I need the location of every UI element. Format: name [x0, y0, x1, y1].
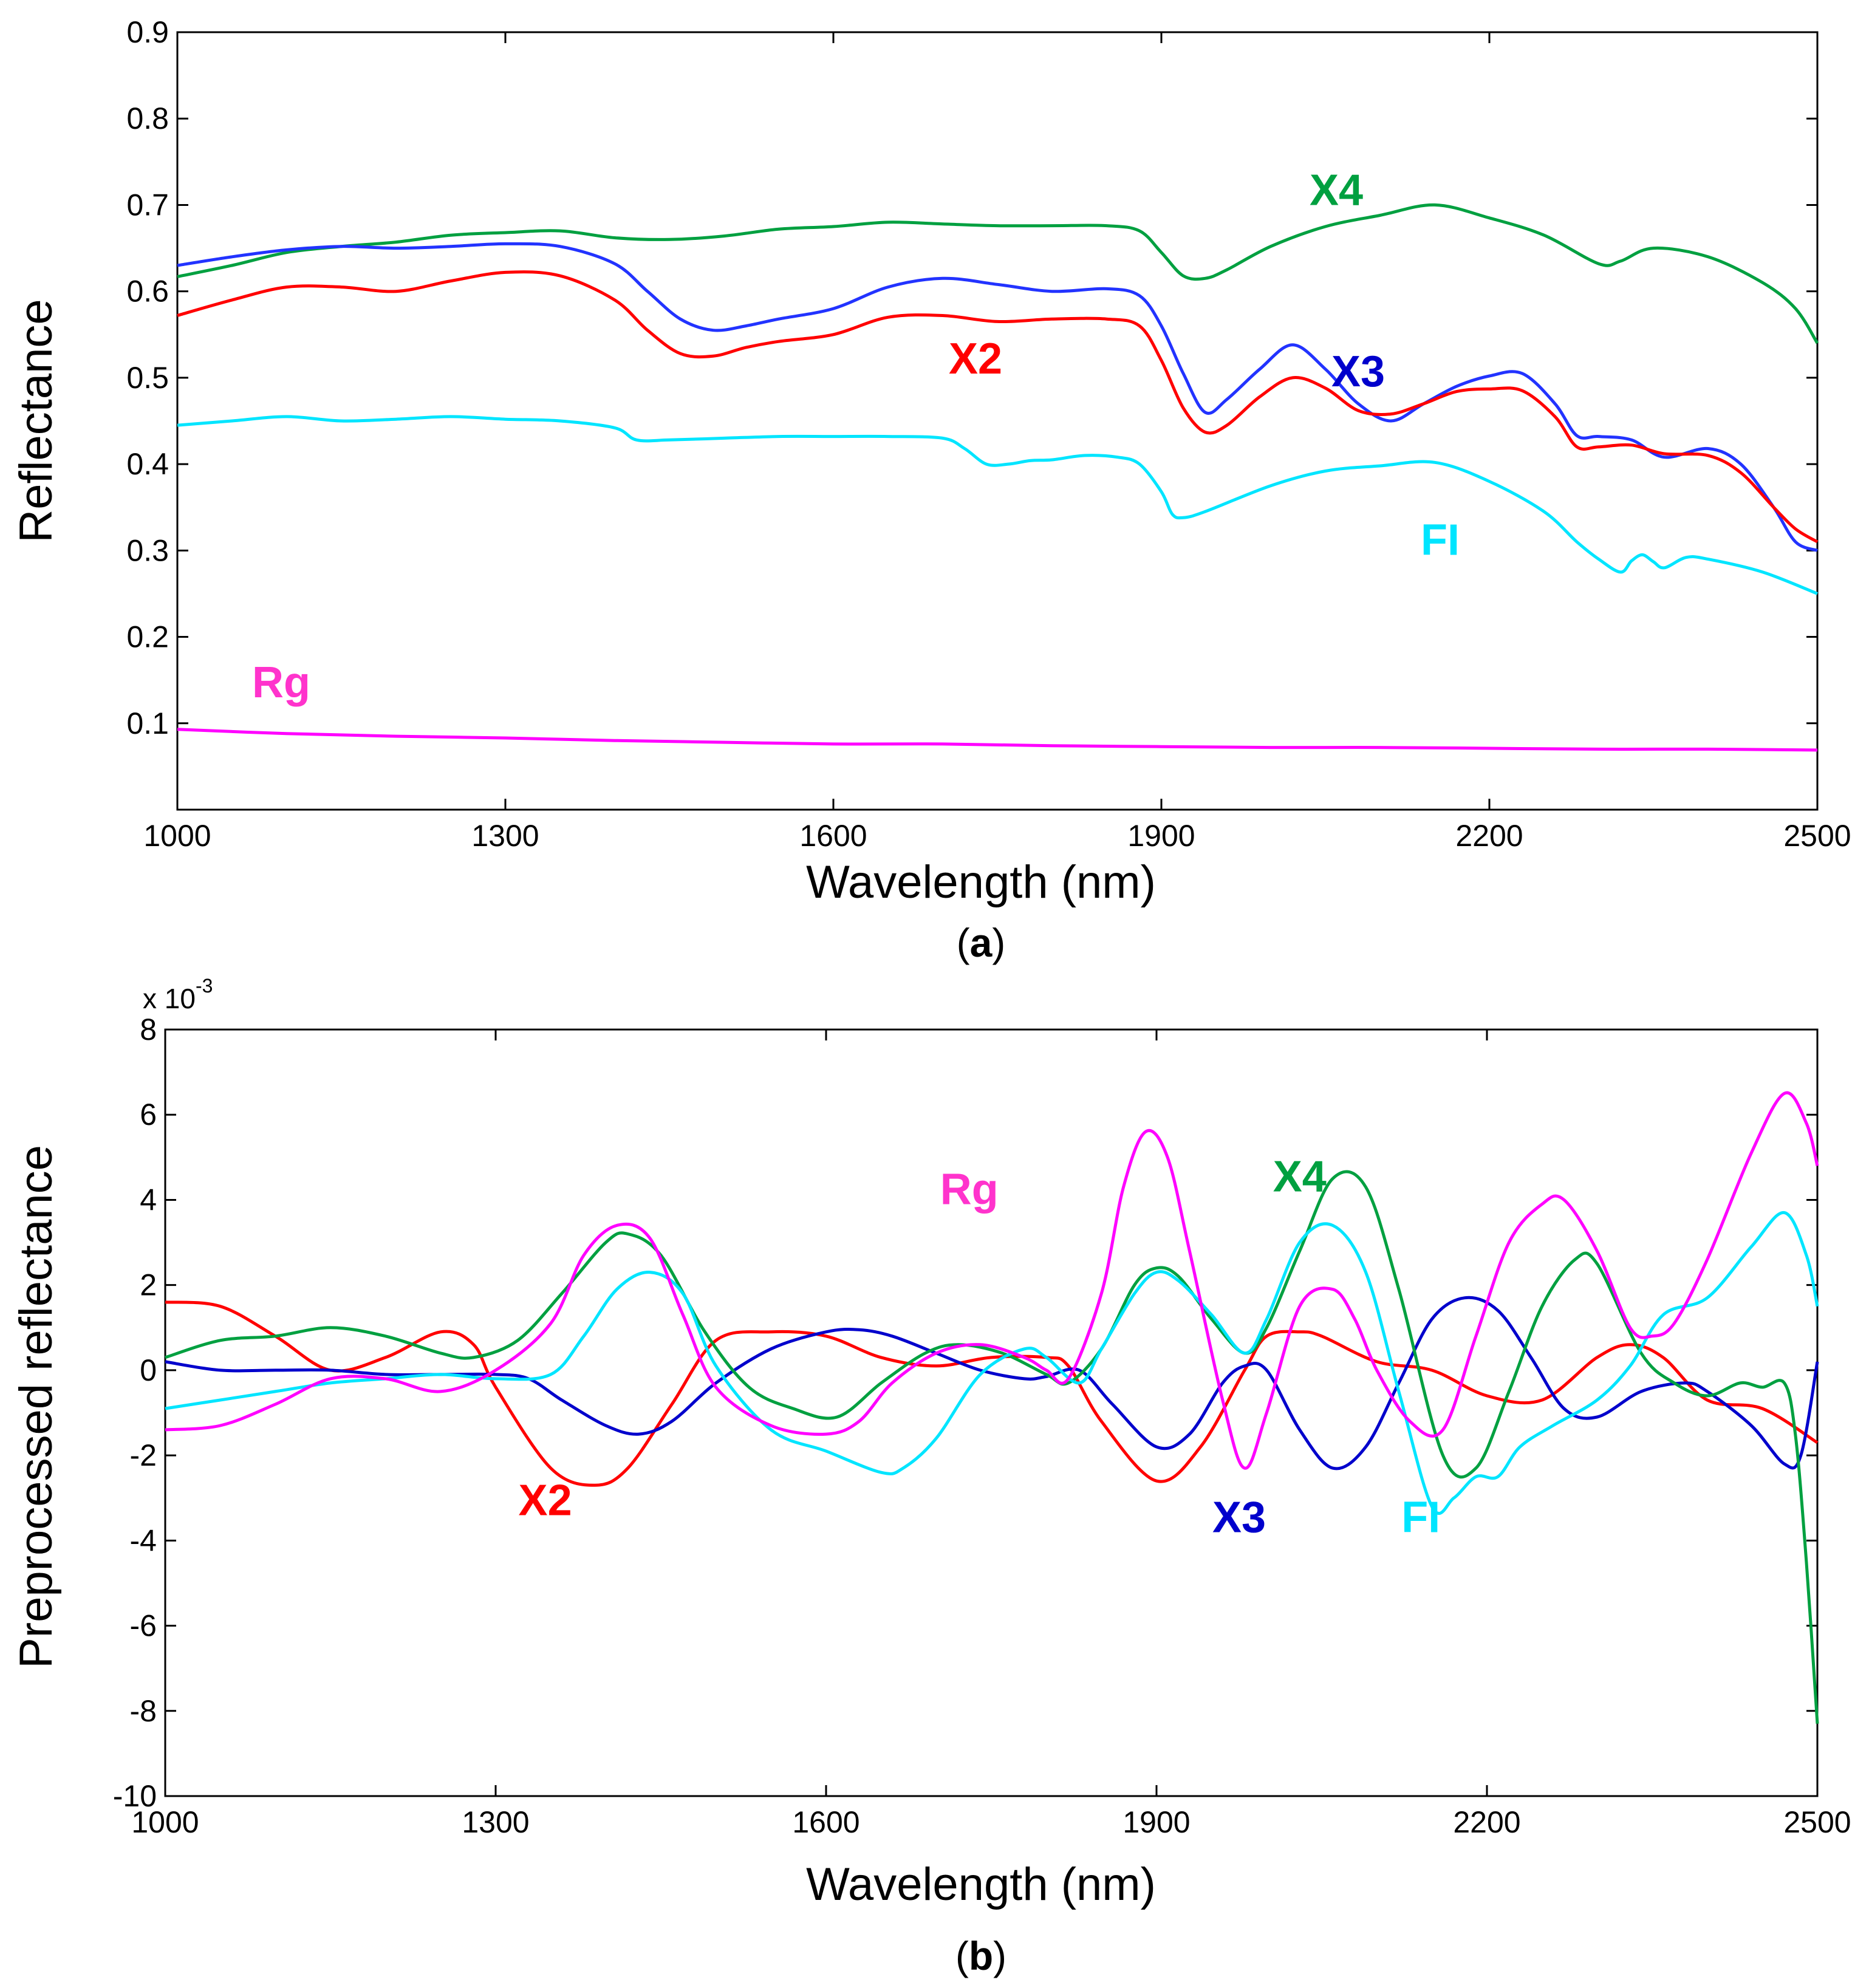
x-tick-label: 1000 — [143, 819, 211, 853]
panel-b-x-axis-title: Wavelength (nm) — [806, 1859, 1156, 1910]
x-tick-label: 2200 — [1453, 1805, 1520, 1839]
series-line-x2 — [177, 270, 1819, 544]
panel-b-x-ticks: 1000 1300 1600 1900 2200 2500 — [131, 1030, 1851, 1839]
series-line-x4 — [177, 203, 1819, 344]
panel-a-series-lines — [177, 203, 1819, 752]
series-label-x3: X3 — [1331, 347, 1385, 396]
y-tick-label: 0.3 — [126, 533, 169, 567]
y-tick-label: 4 — [140, 1183, 157, 1217]
panel-b-y-multiplier: x 10-3 — [143, 975, 213, 1014]
series-label-x4: X4 — [1310, 166, 1363, 214]
series-label-x4: X4 — [1273, 1152, 1327, 1201]
series-label-fi: FI — [1421, 516, 1460, 564]
x-tick-label: 1300 — [471, 819, 539, 853]
series-line-fi — [177, 415, 1818, 595]
panel-b-caption: (b) — [955, 1933, 1006, 1978]
panel-b-plot-frame — [164, 1028, 1819, 1797]
panel-b-y-axis-title: Preprocessed reflectance — [10, 1145, 62, 1669]
panel-b-chart: -10 -8 -6 -4 -2 0 2 4 6 8 1000 1300 1600 1900 2200 250… — [10, 975, 1851, 1978]
y-tick-label: 0.1 — [126, 706, 169, 740]
y-tick-label: 0.7 — [126, 188, 169, 222]
y-tick-label: 8 — [140, 1013, 157, 1047]
panel-a-plot-frame — [176, 31, 1819, 811]
series-line-x3 — [177, 242, 1818, 552]
panel-a-chart: 0.1 0.2 0.3 0.4 0.5 0.6 0.7 0.8 0.9 1000 1300 1600… — [10, 15, 1851, 965]
panel-a-series-labels: X4 X2 X3 FI Rg — [252, 166, 1460, 707]
x-tick-label: 2200 — [1455, 819, 1523, 853]
y-tick-label: -6 — [130, 1609, 157, 1643]
y-tick-label: 0.9 — [126, 15, 169, 49]
series-line-x4 — [165, 1170, 1819, 1724]
y-tick-label: 0 — [140, 1353, 157, 1387]
series-label-x2: X2 — [519, 1476, 572, 1525]
series-label-rg: Rg — [940, 1165, 999, 1214]
x-tick-label: 1600 — [792, 1805, 859, 1839]
y-tick-label: -2 — [130, 1438, 157, 1472]
panel-a-y-ticks: 0.1 0.2 0.3 0.4 0.5 0.6 0.7 0.8 0.9 — [126, 15, 1817, 740]
y-tick-label: 0.4 — [126, 447, 169, 481]
series-line-fi — [165, 1211, 1819, 1515]
y-tick-label: 0.8 — [126, 101, 169, 135]
y-tick-label: -4 — [130, 1523, 157, 1557]
series-line-rg — [177, 728, 1818, 752]
panel-a-y-axis-title: Reflectance — [10, 299, 62, 542]
y-tick-label: -8 — [130, 1694, 157, 1728]
series-label-x2: X2 — [949, 335, 1002, 383]
series-label-fi: FI — [1401, 1493, 1440, 1542]
y-tick-label: -10 — [113, 1779, 157, 1813]
y-tick-label: 6 — [140, 1098, 157, 1132]
x-tick-label: 2500 — [1783, 1805, 1851, 1839]
x-tick-label: 1000 — [131, 1805, 199, 1839]
series-label-x3: X3 — [1212, 1493, 1266, 1542]
series-line-x2 — [165, 1300, 1819, 1487]
panel-a-caption: (a) — [957, 920, 1006, 965]
panel-b-y-ticks: -10 -8 -6 -4 -2 0 2 4 6 8 — [113, 1013, 1817, 1813]
panel-a-x-ticks: 1000 1300 1600 1900 2200 2500 — [143, 32, 1851, 853]
panel-b-series-labels: Rg X4 X2 X3 FI — [519, 1152, 1441, 1542]
x-tick-label: 1600 — [799, 819, 867, 853]
x-tick-label: 2500 — [1783, 819, 1851, 853]
y-tick-label: 2 — [140, 1268, 157, 1302]
x-tick-label: 1900 — [1122, 1805, 1190, 1839]
panel-a-x-axis-title: Wavelength (nm) — [806, 856, 1156, 908]
series-label-rg: Rg — [252, 658, 310, 707]
series-line-x3 — [165, 1296, 1819, 1471]
panel-b-series-lines — [165, 1091, 1819, 1724]
x-tick-label: 1900 — [1127, 819, 1195, 853]
x-tick-label: 1300 — [462, 1805, 529, 1839]
y-tick-label: 0.6 — [126, 275, 169, 309]
y-tick-label: 0.2 — [126, 620, 169, 654]
series-line-rg — [165, 1091, 1819, 1470]
y-tick-label: 0.5 — [126, 361, 169, 395]
